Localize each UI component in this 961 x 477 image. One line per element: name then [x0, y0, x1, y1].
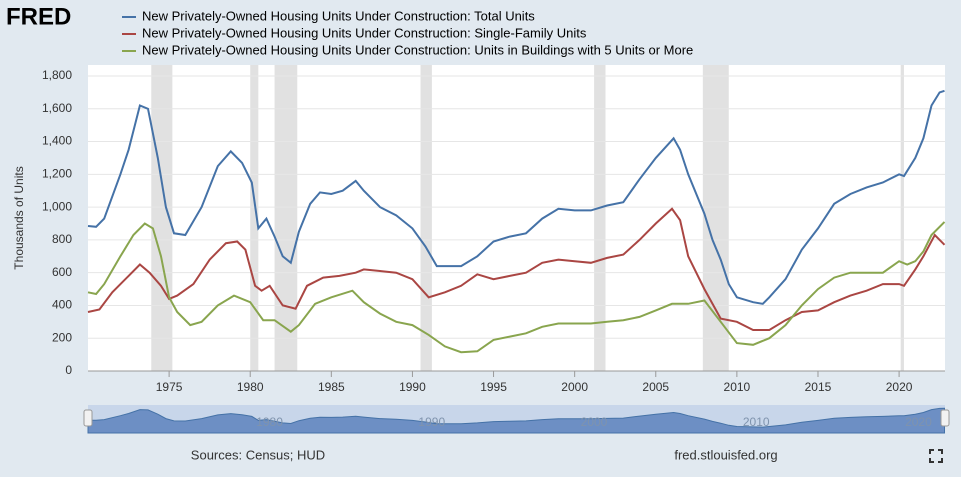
x-tick-label: 1985 [318, 380, 345, 394]
x-tick-label: 2010 [724, 380, 751, 394]
x-tick-label: 2000 [561, 380, 588, 394]
x-tick-label: 1990 [399, 380, 426, 394]
navigator-area [87, 407, 946, 434]
x-tick-label: 2005 [642, 380, 669, 394]
navigator-tick-label: 2000 [581, 415, 608, 429]
recession-band [594, 65, 606, 371]
line-series [87, 207, 946, 331]
y-tick-label: 1,800 [42, 68, 72, 82]
y-tick-label: 400 [52, 298, 72, 312]
legend-label: New Privately-Owned Housing Units Under … [142, 42, 693, 57]
y-tick-label: 200 [52, 330, 72, 344]
x-tick-label: 1975 [156, 380, 183, 394]
y-axis-label: Thousands of Units [12, 166, 26, 269]
x-tick-label: 2015 [805, 380, 832, 394]
plot-area [88, 65, 945, 371]
y-tick-label: 1,000 [42, 199, 72, 213]
navigator-handle[interactable] [83, 409, 93, 427]
navigator-handle[interactable] [940, 409, 950, 427]
navigator-tick-label: 2010 [743, 415, 770, 429]
y-tick-label: 1,200 [42, 167, 72, 181]
navigator-tick-label: 1990 [418, 415, 445, 429]
x-tick-label: 1995 [480, 380, 507, 394]
recession-band [250, 65, 259, 371]
y-tick-label: 0 [65, 363, 72, 377]
logo: FRED [6, 3, 71, 30]
x-tick-label: 1980 [237, 380, 264, 394]
recession-band [900, 65, 904, 371]
line-series [87, 89, 945, 305]
x-tick-label: 2020 [886, 380, 913, 394]
y-tick-label: 600 [52, 265, 72, 279]
legend-label: New Privately-Owned Housing Units Under … [142, 25, 587, 40]
recession-band [274, 65, 298, 371]
fullscreen-icon[interactable] [929, 449, 943, 463]
y-tick-label: 1,400 [42, 134, 72, 148]
legend-label: New Privately-Owned Housing Units Under … [142, 8, 535, 23]
y-tick-label: 800 [52, 232, 72, 246]
line-series [87, 221, 946, 354]
y-tick-label: 1,600 [42, 101, 72, 115]
navigator-tick-label: 2020 [905, 415, 932, 429]
recession-band [420, 65, 432, 371]
navigator-tick-label: 1980 [256, 415, 283, 429]
source: Sources: Census; HUD [191, 447, 325, 462]
site: fred.stlouisfed.org [674, 447, 777, 462]
